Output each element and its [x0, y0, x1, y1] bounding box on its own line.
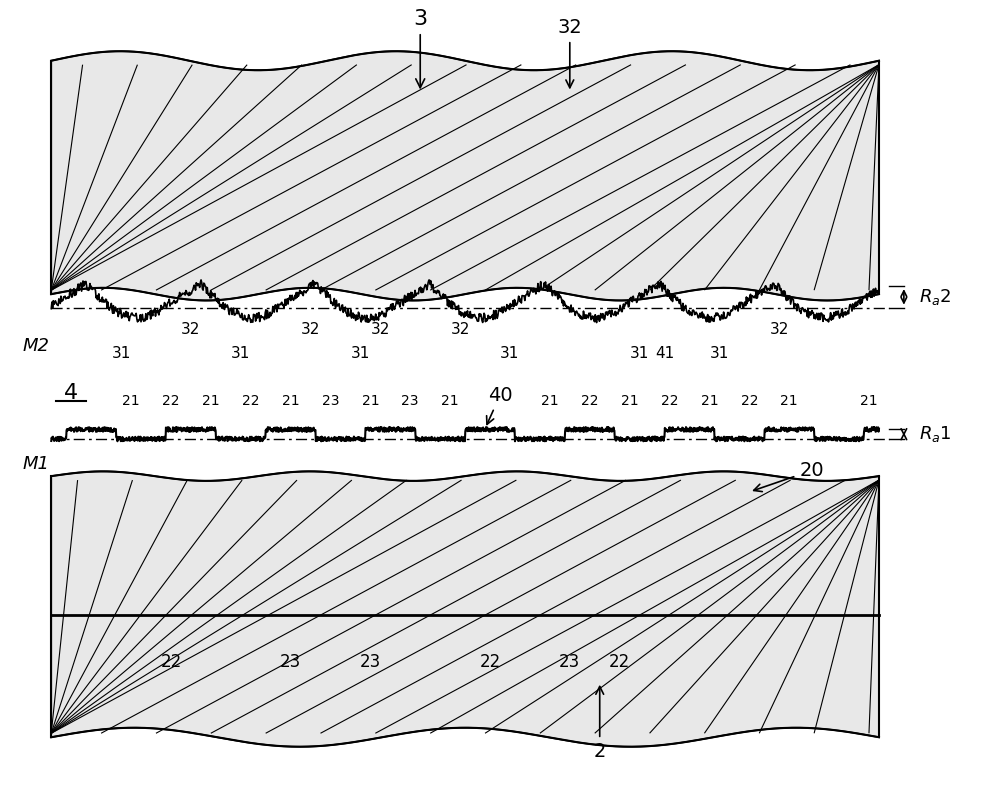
Text: 21: 21	[860, 394, 878, 408]
Text: 3: 3	[413, 9, 427, 88]
Text: 32: 32	[557, 18, 582, 87]
Text: 21: 21	[441, 394, 459, 408]
Text: 23: 23	[280, 653, 301, 671]
Text: 31: 31	[111, 346, 131, 361]
Text: 32: 32	[450, 322, 470, 337]
Polygon shape	[51, 472, 879, 746]
Text: 22: 22	[661, 394, 678, 408]
Text: 21: 21	[621, 394, 638, 408]
Text: $R_a1$: $R_a1$	[919, 424, 951, 444]
Text: 22: 22	[581, 394, 598, 408]
Text: 23: 23	[360, 653, 381, 671]
Text: 21: 21	[202, 394, 220, 408]
Text: 31: 31	[500, 346, 520, 361]
Text: 22: 22	[242, 394, 259, 408]
Text: 41: 41	[655, 346, 674, 361]
Text: 4: 4	[64, 383, 78, 403]
Text: 20: 20	[754, 461, 824, 491]
Text: $R_a2$: $R_a2$	[919, 287, 951, 307]
Text: 22: 22	[741, 394, 758, 408]
Text: M1: M1	[23, 455, 50, 473]
Text: 31: 31	[351, 346, 370, 361]
Text: 22: 22	[479, 653, 501, 671]
Text: 31: 31	[710, 346, 729, 361]
Text: 32: 32	[770, 322, 789, 337]
Text: 2: 2	[594, 687, 606, 761]
Text: 23: 23	[402, 394, 419, 408]
Text: M2: M2	[23, 337, 50, 355]
Text: 22: 22	[162, 394, 180, 408]
Polygon shape	[51, 52, 879, 300]
Text: 21: 21	[282, 394, 299, 408]
Text: 21: 21	[701, 394, 718, 408]
Text: 32: 32	[301, 322, 320, 337]
Text: 40: 40	[487, 386, 512, 425]
Text: 31: 31	[630, 346, 649, 361]
Text: 32: 32	[181, 322, 201, 337]
Text: 22: 22	[609, 653, 630, 671]
Text: 31: 31	[231, 346, 250, 361]
Text: 21: 21	[541, 394, 559, 408]
Text: 23: 23	[559, 653, 580, 671]
Text: 21: 21	[780, 394, 798, 408]
Text: 32: 32	[371, 322, 390, 337]
Text: 21: 21	[362, 394, 379, 408]
Text: 21: 21	[122, 394, 140, 408]
Text: 23: 23	[322, 394, 339, 408]
Text: 22: 22	[160, 653, 182, 671]
